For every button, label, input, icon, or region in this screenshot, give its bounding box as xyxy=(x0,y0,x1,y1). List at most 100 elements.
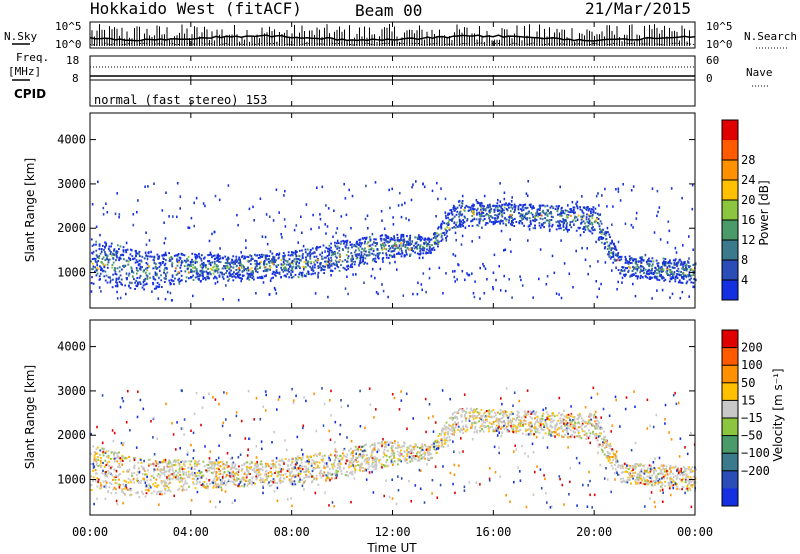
power-point xyxy=(336,239,339,243)
power-point xyxy=(237,298,240,302)
colorbar-tick-label: 24 xyxy=(741,173,755,187)
velocity-point xyxy=(572,426,575,429)
power-point xyxy=(393,249,396,252)
power-point xyxy=(322,268,325,271)
power-point xyxy=(492,286,494,289)
power-point xyxy=(617,259,620,262)
power-point xyxy=(463,215,466,218)
power-point xyxy=(615,259,618,262)
power-point xyxy=(546,204,549,207)
velocity-point xyxy=(343,467,345,470)
colorbar-tick-label: 28 xyxy=(741,153,755,167)
power-point xyxy=(227,266,229,269)
power-point xyxy=(591,232,594,235)
power-point xyxy=(406,243,408,246)
power-point xyxy=(433,235,436,238)
velocity-point xyxy=(414,445,417,448)
power-point xyxy=(460,220,462,223)
velocity-point xyxy=(461,429,463,432)
velocity-point xyxy=(473,411,475,414)
power-point xyxy=(428,276,431,280)
power-point xyxy=(282,252,285,255)
velocity-point xyxy=(547,434,550,437)
power-point xyxy=(521,209,523,212)
velocity-point xyxy=(476,431,478,434)
power-point xyxy=(99,252,102,255)
velocity-point xyxy=(205,464,208,467)
power-point xyxy=(392,238,395,241)
power-point xyxy=(247,276,249,279)
power-point xyxy=(359,257,362,259)
power-point xyxy=(105,202,107,205)
power-point xyxy=(330,249,333,252)
velocity-point xyxy=(235,484,237,486)
power-point xyxy=(646,276,649,279)
power-point xyxy=(347,292,349,296)
power-point xyxy=(416,252,419,255)
power-point xyxy=(323,256,326,259)
power-point xyxy=(284,189,286,193)
power-point xyxy=(585,206,588,209)
power-point xyxy=(462,208,465,211)
power-point xyxy=(494,206,497,209)
power-point xyxy=(611,241,613,243)
velocity-point xyxy=(431,457,433,460)
power-point xyxy=(132,275,134,278)
power-point xyxy=(540,223,543,226)
velocity-point xyxy=(449,417,452,420)
velocity-point xyxy=(627,476,630,479)
power-point xyxy=(196,255,199,258)
power-point xyxy=(165,191,167,194)
velocity-point xyxy=(564,433,566,436)
power-point xyxy=(356,253,359,256)
power-point xyxy=(320,255,323,258)
power-point xyxy=(287,251,290,254)
power-point xyxy=(106,254,109,257)
power-point xyxy=(598,204,600,207)
cpid-text: normal (fast stereo) 153 xyxy=(94,93,267,107)
power-point xyxy=(421,288,423,292)
velocity-point xyxy=(565,419,567,422)
power-point xyxy=(577,226,580,229)
power-point xyxy=(510,206,512,209)
power-point xyxy=(558,222,561,225)
velocity-point xyxy=(334,454,336,457)
power-point xyxy=(600,282,602,286)
velocity-point xyxy=(90,452,92,455)
power-point xyxy=(201,269,204,272)
power-point xyxy=(660,273,662,276)
power-point xyxy=(627,269,630,272)
power-point xyxy=(334,245,337,248)
power-point xyxy=(391,187,393,191)
velocity-point xyxy=(530,412,532,415)
velocity-point xyxy=(687,483,689,486)
power-point xyxy=(630,189,633,192)
power-point xyxy=(245,269,248,272)
power-point xyxy=(231,275,234,278)
power-point xyxy=(119,274,122,277)
power-point xyxy=(282,260,285,264)
power-point xyxy=(563,222,566,225)
power-point xyxy=(360,243,363,246)
velocity-point xyxy=(322,474,325,477)
power-point xyxy=(150,250,152,254)
power-point xyxy=(478,236,481,239)
power-point xyxy=(668,261,671,264)
power-point xyxy=(408,238,410,241)
power-point xyxy=(186,258,188,260)
power-point xyxy=(358,239,361,241)
velocity-point xyxy=(512,425,515,428)
power-point xyxy=(102,262,104,265)
power-point xyxy=(324,260,326,263)
power-point xyxy=(191,258,193,261)
power-point xyxy=(648,278,651,280)
velocity-point xyxy=(480,418,483,421)
velocity-point xyxy=(219,483,222,486)
power-point xyxy=(112,278,114,281)
power-point xyxy=(574,220,577,222)
power-point xyxy=(218,275,221,278)
power-point xyxy=(369,239,372,242)
power-point xyxy=(187,226,189,229)
nave-tick-high: 60 xyxy=(706,54,719,67)
power-point xyxy=(185,280,187,283)
